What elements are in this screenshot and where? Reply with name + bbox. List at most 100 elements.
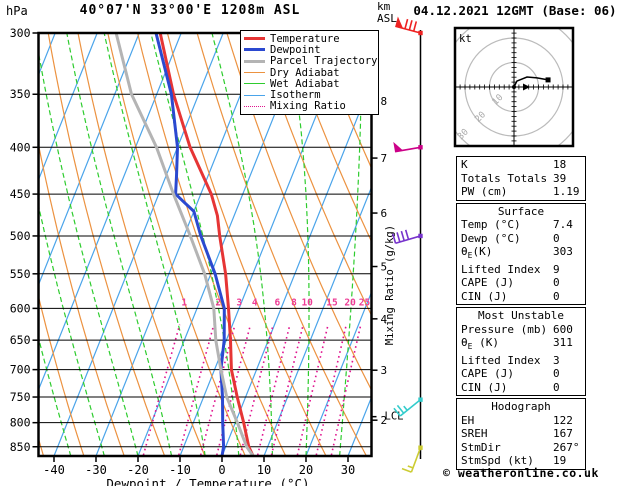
table-row-label: Totals Totals [461,171,548,185]
altitude-axis-unit-asl: ASL [377,12,397,25]
dry-adiabat-line [226,33,371,390]
table-row-value: 303 [553,245,573,258]
wet-adiabat-line [39,207,105,456]
hodograph-ring-label: 20 [473,110,488,125]
wet-adiabat-line [339,33,363,456]
table-row-label: CIN (J) [461,289,508,303]
wet-adiabat-line [39,55,139,456]
hodograph-border [453,26,575,148]
pressure-tick-label: 700 [10,363,31,377]
table-row: EH 122 [461,414,581,428]
mixing-ratio-value-label: 3 [236,297,242,308]
legend-label: Isotherm [270,89,321,102]
pressure-tick-label: 750 [10,390,31,404]
wet-adiabat-line [66,33,173,456]
table-row: PW (cm) 1.19 [461,185,581,199]
table-row-value: 311 [553,336,573,350]
temperature-tick-label: 10 [257,463,271,477]
table-row: K 18 [461,158,581,172]
table-row-value: 0 [553,276,560,290]
legend-box: Temperature Dewpoint Parcel Trajectory Dry … [240,30,379,116]
table-title: Hodograph [491,400,551,414]
profile-dewpoint [154,33,226,456]
altitude-axis-unit-km: km [377,0,391,13]
table-row: Lifted Index 9 [461,263,581,277]
table-row: θE(K) 303 [461,245,581,263]
temperature-tick-label: -20 [127,463,149,477]
dry-adiabat-line [196,33,367,456]
table-row-value: 19 [553,454,567,468]
dry-adiabat-line [47,33,166,456]
table-row-label: Temp (°C) [461,218,521,231]
wet-adiabat-line [103,33,206,456]
indices-tables: K 18 Totals Totals 39 PW (cm) 1.19 Surface Temp… [456,156,586,472]
table-row-value: 267° [553,440,580,454]
temperature-tick-label: 30 [341,463,355,477]
isotherm-line [95,33,266,456]
legend-item-wet-adiabat: Wet Adiabat [244,78,375,90]
storm-motion-marker [523,83,531,91]
isotherm-line [39,33,98,179]
table-row: CAPE (J) 0 [461,276,581,290]
table-row-value: 0 [553,380,560,394]
table-row: θE (K) 311 [461,336,581,354]
table-indices: K 18 Totals Totals 39 PW (cm) 1.19 [456,156,586,201]
legend-label: Parcel Trajectory [270,55,378,68]
table-row-label: CAPE (J) [461,367,514,381]
temperature-tick-label: -40 [43,463,65,477]
temperature-tick-label: 20 [299,463,313,477]
km-tick-label: 7 [381,152,388,165]
table-row: Lifted Index 3 [461,354,581,368]
pressure-tick-label: 600 [10,301,31,315]
isotherm-line [39,33,182,389]
table-row-label: Pressure (mb) [461,322,548,336]
mixing-ratio-value-label: 1 [181,297,187,308]
table-hodograph: Hodograph EH 122 SREH 167 StmDir 267° StmSpd (k… [456,398,586,470]
table-row: StmSpd (kt) 19 [461,454,581,468]
isotherm-line [305,293,371,456]
legend-swatch [244,37,265,41]
pressure-tick-label: 350 [10,87,31,101]
dry-adiabat-line [166,33,327,456]
mixing-ratio-line [315,324,348,456]
station-title: 40°07'N 33°00'E 1208m ASL [79,3,301,18]
plot-border [37,31,373,458]
dry-adiabat-line [107,33,246,456]
mixing-ratio-value-label: 8 [291,297,297,308]
wind-barb [393,141,423,153]
dry-adiabat-line [406,33,440,456]
temperature-tick-label: -10 [169,463,191,477]
pressure-tick-label: 800 [10,416,31,430]
table-row-label: EH [461,413,475,427]
table-row-value: 600 [553,322,573,336]
table-row-value: 0 [553,289,560,303]
table-row: Temp (°C) 7.4 [461,218,581,232]
dry-adiabat-line [77,33,206,456]
pressure-tick-label: 400 [10,140,31,154]
skewt-plot: 1 2 3 4 6 8 10 15 20 2530035040045050055060065070… [10,16,440,486]
km-tick-label: 5 [381,261,388,274]
lcl-label: LCL [385,411,404,423]
legend-label: Dry Adiabat [270,66,340,79]
legend-item-mixing-ratio: Mixing Ratio [244,100,375,112]
pressure-tick-label: 450 [10,187,31,201]
table-row-value: 0 [553,367,560,381]
legend-swatch [244,105,265,107]
table-row-value: 39 [553,171,567,185]
dry-adiabat-line [137,33,287,456]
legend-item-parcel-trajectory: Parcel Trajectory [244,55,378,68]
table-row-value: 0 [553,231,560,245]
temperature-tick-label: 0 [218,463,225,477]
dry-adiabat-line [285,33,371,241]
legend-swatch [244,48,265,52]
km-tick-label: 4 [381,313,388,326]
isotherm-line [390,33,440,456]
table-title: Surface [497,204,545,218]
x-axis-label: Dewpoint / Temperature (°C) [106,476,309,486]
legend-item-temperature: Temperature [244,33,375,45]
table-row: CIN (J) 0 [461,290,581,304]
mixing-ratio-line [142,324,181,456]
mixing-ratio-axis-label: Mixing Ratio (g/kg) [384,225,396,345]
legend-item-dewpoint: Dewpoint [244,44,375,56]
wind-barb [391,229,423,244]
